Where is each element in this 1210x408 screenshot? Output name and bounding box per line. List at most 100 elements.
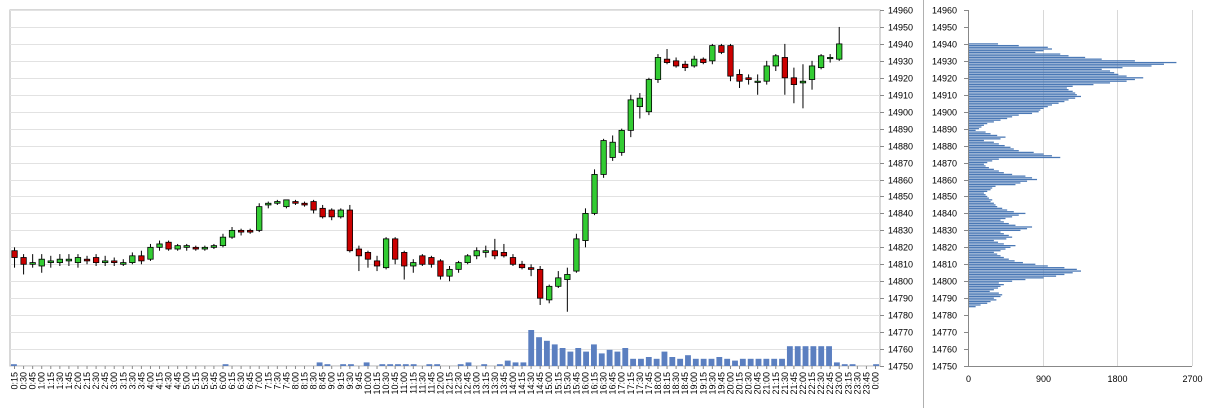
volume-bar bbox=[457, 364, 464, 366]
candle-body bbox=[546, 285, 553, 301]
profile-bar bbox=[969, 90, 1073, 93]
x-tick-label: 6:45 bbox=[245, 372, 255, 390]
y-tick-label: 14770 bbox=[888, 328, 913, 338]
candle-body bbox=[473, 250, 480, 257]
candle-body bbox=[808, 65, 816, 80]
y-tick-label: 14920 bbox=[932, 74, 957, 84]
candle-body bbox=[247, 229, 254, 233]
profile-bar bbox=[969, 114, 1019, 116]
x-tick-label: 900 bbox=[1036, 374, 1051, 384]
profile-bar bbox=[969, 229, 1021, 232]
volume-bar bbox=[763, 358, 770, 366]
candle-body bbox=[763, 65, 770, 82]
volume-bar bbox=[395, 364, 401, 366]
candle-body bbox=[464, 255, 471, 263]
x-tick-label: 21:30 bbox=[780, 372, 790, 395]
profile-bar bbox=[969, 200, 991, 203]
profile-bar bbox=[969, 87, 1067, 89]
volume-bar bbox=[575, 348, 582, 366]
candle-body bbox=[618, 129, 625, 153]
profile-bar bbox=[969, 199, 993, 201]
candle-body bbox=[174, 245, 181, 250]
volume-bar bbox=[794, 346, 801, 366]
profile-bar bbox=[969, 43, 999, 45]
profile-bar bbox=[969, 126, 982, 128]
x-tick-label: 20:45 bbox=[753, 372, 763, 395]
x-tick-label: 0 bbox=[966, 374, 971, 384]
volume-bar bbox=[826, 346, 832, 366]
y-tick-label: 14900 bbox=[888, 108, 913, 118]
x-tick-label: 11:45 bbox=[426, 372, 436, 394]
x-tick-label: 13:45 bbox=[499, 372, 509, 395]
y-tick-label: 14860 bbox=[932, 176, 957, 186]
y-tick-label: 14800 bbox=[888, 277, 913, 287]
candle-body bbox=[555, 277, 562, 287]
x-tick-label: 3:30 bbox=[127, 372, 137, 390]
y-tick-label: 14960 bbox=[932, 6, 957, 16]
profile-bar bbox=[969, 246, 1011, 248]
candle-body bbox=[74, 257, 82, 263]
profile-bar bbox=[969, 143, 999, 145]
candle-body bbox=[709, 45, 716, 62]
profile-bar bbox=[969, 263, 1036, 265]
profile-bar bbox=[969, 245, 1016, 247]
candle-body bbox=[364, 252, 372, 260]
profile-bar bbox=[969, 280, 1013, 282]
profile-bar bbox=[969, 80, 1127, 82]
candle-body bbox=[446, 268, 453, 277]
x-tick-label: 7:30 bbox=[272, 372, 282, 390]
profile-bar bbox=[969, 275, 1057, 277]
y-tick-label: 14830 bbox=[932, 226, 957, 236]
y-tick-label: 14800 bbox=[932, 277, 957, 287]
x-tick-label: 23:15 bbox=[843, 372, 853, 395]
profile-bar bbox=[969, 61, 1177, 64]
profile-bar bbox=[969, 182, 1021, 184]
x-tick-label: 12:45 bbox=[463, 372, 473, 395]
y-tick-label: 14780 bbox=[888, 311, 913, 321]
x-tick-label: 6:00 bbox=[218, 372, 228, 390]
profile-bar bbox=[969, 107, 1044, 109]
y-tick-label: 14770 bbox=[932, 328, 957, 338]
profile-bar bbox=[969, 70, 1111, 72]
x-tick-label: 3:15 bbox=[118, 372, 128, 390]
volume-bar bbox=[818, 346, 825, 366]
x-tick-label: 1:00 bbox=[37, 372, 47, 390]
y-tick-label: 14960 bbox=[888, 6, 913, 16]
profile-bar bbox=[969, 172, 1004, 174]
volume-bar bbox=[716, 357, 723, 366]
profile-plot-area bbox=[968, 10, 1192, 366]
candle-body bbox=[102, 260, 109, 263]
candle-body bbox=[328, 209, 335, 218]
y-tick-label: 14780 bbox=[932, 311, 957, 321]
profile-bar bbox=[969, 165, 986, 167]
x-tick-label: 14:00 bbox=[508, 372, 518, 395]
volume-bar bbox=[669, 357, 676, 366]
x-tick-label: 18:45 bbox=[680, 372, 690, 395]
volume-bar bbox=[512, 362, 519, 366]
candle-body bbox=[392, 238, 399, 260]
candle-body bbox=[636, 97, 643, 108]
volume-bar bbox=[755, 358, 762, 366]
y-tick-label: 14880 bbox=[888, 142, 913, 152]
candle-body bbox=[836, 43, 843, 60]
volume-bar bbox=[724, 358, 731, 366]
x-tick-label: 2:30 bbox=[91, 372, 101, 390]
profile-bar bbox=[969, 92, 1076, 94]
profile-bar bbox=[969, 194, 986, 196]
candle-body bbox=[38, 258, 45, 267]
profile-bar bbox=[969, 209, 1008, 211]
candle-body bbox=[591, 174, 598, 214]
y-tick-label: 14760 bbox=[888, 345, 913, 355]
profile-bar bbox=[969, 243, 1004, 245]
volume-bar bbox=[645, 357, 652, 366]
candle-body bbox=[92, 257, 100, 263]
candle-body bbox=[283, 199, 290, 208]
x-tick-label: 1:30 bbox=[55, 372, 65, 390]
profile-bar bbox=[969, 50, 1044, 52]
candle-body bbox=[700, 58, 707, 63]
candle-body bbox=[56, 258, 63, 263]
candle-body bbox=[228, 229, 236, 238]
profile-bar bbox=[969, 109, 1041, 111]
profile-bar bbox=[969, 260, 1015, 262]
profile-bar bbox=[969, 304, 981, 306]
